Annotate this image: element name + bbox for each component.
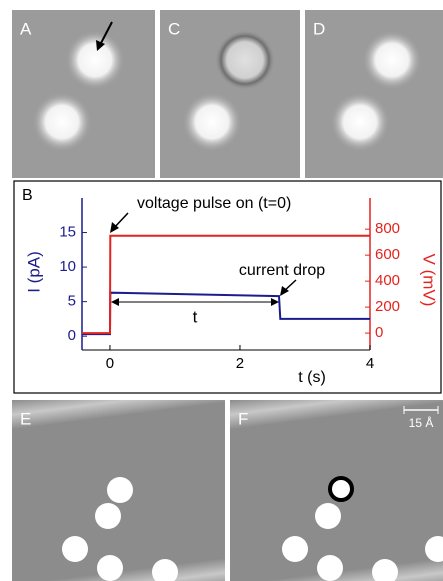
stm-panel: F 15 Å	[230, 400, 443, 581]
panel-label: C	[168, 19, 180, 38]
data-line	[82, 291, 370, 336]
y2-axis-label: V (mV)	[420, 254, 439, 307]
y2-tick-label: 600	[375, 246, 400, 263]
panel-label: F	[238, 409, 248, 428]
stm-panel: D	[305, 10, 443, 178]
stm-panel: E	[12, 400, 225, 581]
panel-label: A	[20, 19, 32, 38]
panel-label: B	[22, 187, 33, 204]
panel-label: D	[313, 19, 325, 38]
stm-panel: C	[160, 10, 300, 178]
arrow-head	[110, 222, 119, 233]
x-axis-label: t (s)	[298, 369, 326, 386]
stm-panel: A	[12, 10, 155, 178]
x-tick-label: 4	[366, 355, 374, 372]
y2-tick-label: 0	[375, 324, 383, 341]
y-tick-label: 15	[59, 224, 76, 241]
y-tick-label: 0	[68, 327, 76, 344]
data-line	[82, 234, 370, 335]
x-tick-label: 2	[236, 355, 244, 372]
arrow-head	[280, 286, 289, 296]
y-tick-label: 10	[59, 258, 76, 275]
x-tick-label: 0	[106, 355, 114, 372]
panel-label: E	[20, 409, 31, 428]
chart-frame	[13, 180, 442, 394]
annotation: current drop	[239, 262, 325, 279]
y2-tick-label: 400	[375, 272, 400, 289]
annotation: voltage pulse on (t=0)	[137, 195, 291, 212]
annotation: t	[193, 307, 198, 326]
scale-bar-label: 15 Å	[409, 415, 434, 430]
y2-tick-label: 200	[375, 298, 400, 315]
y2-tick-label: 800	[375, 220, 400, 237]
y-tick-label: 5	[68, 293, 76, 310]
y-axis-label: I (pA)	[24, 251, 43, 293]
